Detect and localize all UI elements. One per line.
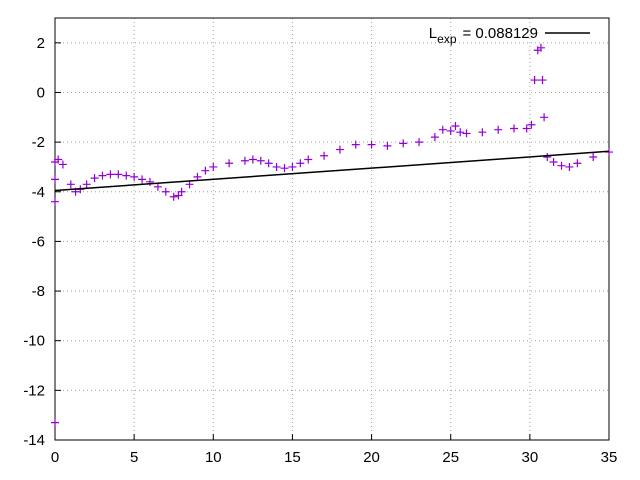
data-point	[225, 159, 234, 168]
data-point	[589, 153, 598, 162]
x-tick-label: 30	[522, 449, 539, 466]
data-point	[240, 156, 249, 165]
data-point	[264, 159, 273, 168]
data-point	[106, 170, 115, 179]
data-point	[549, 157, 558, 166]
y-tick-label: -2	[32, 134, 45, 151]
y-tick-label: 2	[37, 35, 45, 52]
data-point	[51, 418, 59, 427]
data-point	[201, 166, 210, 175]
data-point	[478, 128, 487, 137]
legend-label-main: L	[429, 25, 437, 42]
data-point	[320, 151, 329, 160]
data-point	[446, 126, 455, 135]
data-point	[130, 172, 139, 181]
data-point	[522, 124, 531, 133]
data-point	[209, 162, 218, 171]
data-point	[351, 140, 360, 149]
x-tick-label: 15	[284, 449, 301, 466]
data-point	[415, 138, 424, 147]
data-point	[543, 153, 552, 162]
data-point	[510, 124, 519, 133]
data-point	[456, 128, 465, 137]
y-tick-label: -6	[32, 233, 45, 250]
data-point	[527, 120, 536, 129]
legend-label: Lexp = 0.088129	[429, 25, 538, 46]
y-tick-label: 0	[37, 84, 45, 101]
data-point	[54, 155, 63, 164]
data-point	[51, 175, 59, 184]
x-tick-label: 10	[205, 449, 222, 466]
data-point	[430, 133, 439, 142]
data-point	[538, 76, 547, 85]
data-point	[161, 187, 170, 196]
x-tick-label: 35	[601, 449, 618, 466]
data-point	[66, 180, 75, 189]
data-point	[138, 175, 147, 184]
data-point	[383, 141, 392, 150]
data-point	[288, 162, 297, 171]
data-point	[438, 125, 447, 134]
data-point	[335, 145, 344, 154]
x-tick-label: 0	[51, 449, 59, 466]
data-point	[122, 171, 131, 180]
data-point	[304, 155, 313, 164]
data-point	[114, 170, 123, 179]
data-point	[540, 113, 549, 122]
data-point	[557, 161, 566, 170]
data-point	[256, 156, 265, 165]
plot-border	[54, 17, 610, 441]
data-point	[169, 192, 178, 201]
data-point	[98, 171, 107, 180]
data-point	[82, 180, 91, 189]
data-point	[177, 187, 186, 196]
data-point	[367, 140, 376, 149]
y-tick-label: -10	[23, 333, 45, 350]
fit-line	[54, 150, 610, 192]
data-point	[272, 162, 281, 171]
legend-label-sub: exp	[437, 32, 457, 46]
data-point	[58, 160, 67, 169]
data-point	[536, 43, 545, 52]
x-tick-label: 25	[442, 449, 459, 466]
data-point	[530, 76, 539, 85]
y-tick-label: -4	[32, 184, 45, 201]
legend-label-rest: = 0.088129	[463, 25, 539, 42]
data-point	[565, 162, 574, 171]
data-point	[399, 139, 408, 148]
data-point	[462, 129, 471, 138]
data-point	[248, 155, 257, 164]
x-tick-label: 5	[130, 449, 138, 466]
data-point	[51, 197, 59, 206]
data-point	[193, 172, 202, 181]
data-point	[280, 164, 289, 173]
y-tick-label: -12	[23, 382, 45, 399]
y-tick-label: -8	[32, 283, 45, 300]
data-point	[153, 182, 162, 191]
y-tick-label: -14	[23, 432, 45, 449]
x-tick-label: 20	[363, 449, 380, 466]
data-point	[296, 159, 305, 168]
data-point	[90, 174, 99, 183]
data-point	[451, 121, 460, 130]
data-point	[573, 159, 582, 168]
data-point	[494, 125, 503, 134]
